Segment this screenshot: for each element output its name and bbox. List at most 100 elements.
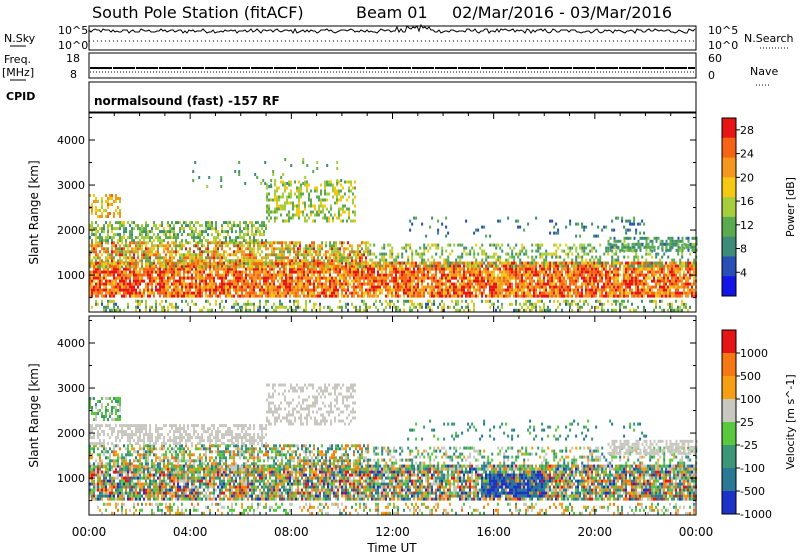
data-cell bbox=[95, 244, 97, 248]
data-cell bbox=[375, 288, 377, 292]
data-cell bbox=[293, 291, 295, 295]
data-cell bbox=[175, 279, 177, 283]
data-cell bbox=[117, 265, 119, 269]
data-cell bbox=[685, 279, 687, 283]
data-cell bbox=[103, 250, 105, 254]
data-cell bbox=[233, 244, 235, 248]
data-cell bbox=[481, 282, 483, 286]
data-cell bbox=[633, 291, 635, 295]
data-cell bbox=[310, 213, 312, 217]
data-cell bbox=[379, 273, 381, 277]
data-cell bbox=[205, 291, 207, 295]
data-cell bbox=[121, 276, 123, 280]
data-cell bbox=[221, 276, 223, 280]
data-cell bbox=[559, 288, 561, 292]
data-cell bbox=[107, 282, 109, 286]
data-cell bbox=[283, 267, 285, 271]
data-cell bbox=[273, 270, 275, 274]
data-cell bbox=[447, 267, 449, 271]
data-cell bbox=[659, 294, 661, 298]
data-cell bbox=[583, 294, 585, 298]
data-cell bbox=[175, 239, 177, 243]
data-cell bbox=[185, 299, 187, 303]
data-cell bbox=[271, 241, 273, 245]
data-cell bbox=[299, 259, 301, 263]
data-cell bbox=[189, 256, 191, 260]
data-cell bbox=[225, 264, 227, 268]
data-cell bbox=[383, 285, 385, 289]
data-cell bbox=[593, 288, 595, 292]
data-cell bbox=[95, 256, 97, 260]
data-cell bbox=[259, 247, 261, 251]
data-cell bbox=[255, 276, 257, 280]
data-cell bbox=[499, 294, 501, 298]
data-cell bbox=[673, 285, 675, 289]
data-cell bbox=[231, 305, 233, 309]
data-cell bbox=[299, 267, 301, 271]
data-cell bbox=[207, 308, 209, 312]
data-cell bbox=[253, 256, 255, 260]
data-cell bbox=[111, 267, 113, 271]
data-cell bbox=[219, 294, 221, 298]
data-cell bbox=[295, 256, 297, 260]
data-cell bbox=[247, 224, 249, 228]
data-cell bbox=[277, 288, 279, 292]
data-cell bbox=[651, 285, 653, 289]
data-cell bbox=[231, 294, 233, 298]
data-cell bbox=[199, 265, 201, 269]
data-cell bbox=[311, 291, 313, 295]
data-cell bbox=[643, 267, 645, 271]
data-cell bbox=[189, 265, 191, 269]
data-cell bbox=[575, 267, 577, 271]
data-cell bbox=[107, 233, 109, 237]
data-cell bbox=[233, 221, 235, 225]
data-cell bbox=[465, 294, 467, 298]
data-cell bbox=[293, 288, 295, 292]
data-cell bbox=[285, 270, 287, 274]
data-cell bbox=[229, 247, 231, 251]
data-cell bbox=[387, 276, 389, 280]
data-cell bbox=[209, 250, 211, 254]
data-cell bbox=[243, 276, 245, 280]
data-cell bbox=[297, 256, 299, 260]
data-cell bbox=[629, 285, 631, 289]
data-cell bbox=[219, 244, 221, 248]
data-cell bbox=[407, 273, 409, 277]
data-cell bbox=[139, 239, 141, 243]
data-cell bbox=[539, 308, 541, 312]
data-cell bbox=[251, 276, 253, 280]
data-cell bbox=[399, 285, 401, 289]
data-cell bbox=[641, 282, 643, 286]
data-cell bbox=[675, 285, 677, 289]
data-cell bbox=[321, 262, 323, 266]
data-cell bbox=[607, 261, 609, 265]
data-cell bbox=[297, 267, 299, 271]
data-cell bbox=[267, 308, 269, 312]
data-cell bbox=[345, 259, 347, 263]
data-cell bbox=[647, 276, 649, 280]
data-cell bbox=[371, 276, 373, 280]
data-cell bbox=[269, 259, 271, 263]
data-cell bbox=[691, 285, 693, 289]
data-cell bbox=[261, 276, 263, 280]
data-cell bbox=[253, 244, 255, 248]
data-cell bbox=[365, 291, 367, 295]
data-cell bbox=[539, 285, 541, 289]
beam-title: Beam 01 bbox=[356, 3, 428, 22]
data-cell bbox=[635, 261, 637, 265]
data-cell bbox=[97, 267, 99, 271]
data-cell bbox=[615, 270, 617, 274]
data-cell bbox=[641, 267, 643, 271]
data-cell bbox=[535, 282, 537, 286]
data-cell bbox=[383, 273, 385, 277]
data-cell bbox=[159, 276, 161, 280]
data-cell bbox=[111, 288, 113, 292]
data-cell bbox=[171, 302, 173, 306]
data-cell bbox=[235, 270, 237, 274]
data-cell bbox=[589, 282, 591, 286]
data-cell bbox=[537, 299, 539, 303]
data-cell bbox=[237, 288, 239, 292]
data-cell bbox=[515, 282, 517, 286]
data-cell bbox=[259, 288, 261, 292]
data-cell bbox=[503, 270, 505, 274]
